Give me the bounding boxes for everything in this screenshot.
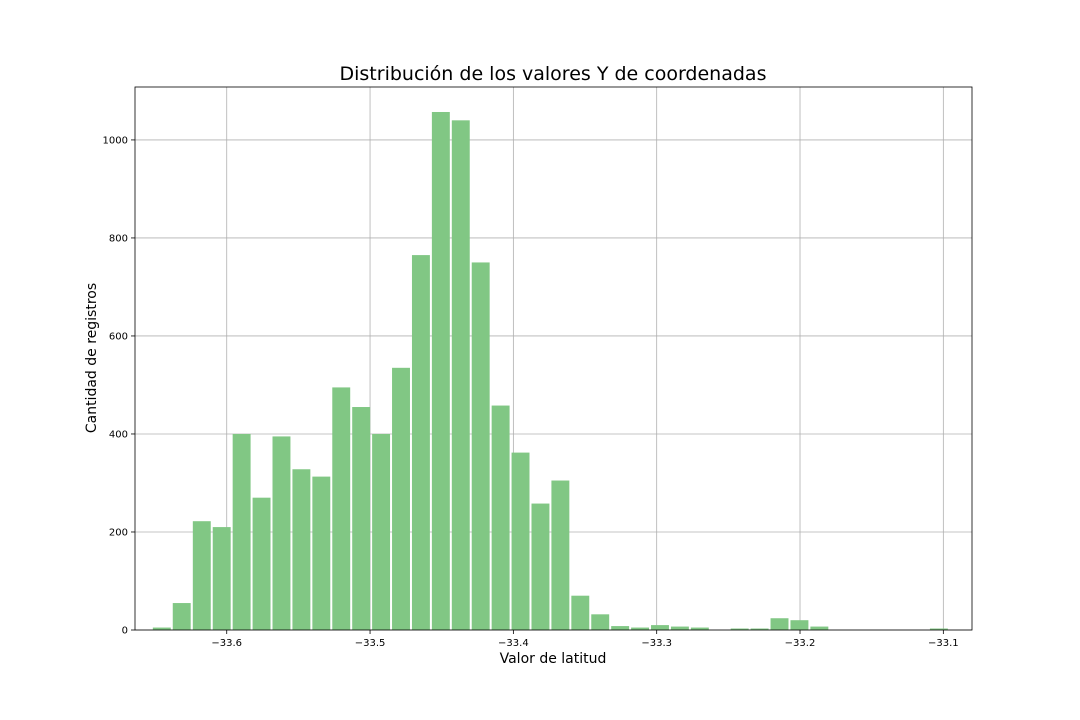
histogram-bar bbox=[690, 627, 709, 630]
histogram-bar bbox=[471, 262, 490, 630]
x-tick-label: −33.1 bbox=[928, 638, 959, 649]
histogram-bar bbox=[352, 407, 371, 630]
histogram-bar bbox=[232, 433, 251, 630]
y-axis-ticks: 0 200 400 600 800 1000 bbox=[103, 135, 135, 637]
histogram-bar bbox=[770, 618, 789, 630]
x-tick-label: −33.5 bbox=[355, 638, 386, 649]
chart-title: Distribución de los valores Y de coorden… bbox=[340, 63, 767, 85]
histogram-bar bbox=[212, 527, 231, 630]
histogram-bar bbox=[810, 626, 829, 630]
histogram-bar bbox=[571, 595, 590, 630]
histogram-bar bbox=[730, 628, 749, 630]
x-tick-label: −33.3 bbox=[641, 638, 672, 649]
histogram-bar bbox=[491, 405, 510, 630]
histogram-bar bbox=[411, 255, 430, 630]
bars bbox=[152, 111, 948, 631]
histogram-bar bbox=[750, 628, 769, 630]
histogram-bar bbox=[272, 436, 291, 630]
x-tick-label: −33.4 bbox=[498, 638, 529, 649]
histogram-bar bbox=[631, 627, 650, 630]
y-tick-label: 800 bbox=[109, 233, 128, 244]
y-axis-label: Cantidad de registros bbox=[84, 283, 100, 433]
histogram-bar bbox=[511, 452, 530, 630]
histogram-bar bbox=[332, 387, 351, 630]
histogram-bar bbox=[531, 503, 550, 630]
y-tick-label: 0 bbox=[122, 626, 128, 637]
histogram-bar bbox=[651, 625, 669, 630]
histogram-bar bbox=[790, 620, 809, 630]
histogram-bar bbox=[451, 120, 470, 630]
histogram-bar bbox=[372, 433, 391, 630]
histogram-bar bbox=[670, 626, 689, 630]
histogram-bar bbox=[192, 521, 211, 630]
histogram-bar bbox=[252, 497, 271, 630]
x-tick-label: −33.2 bbox=[785, 638, 816, 649]
y-tick-label: 600 bbox=[109, 331, 128, 342]
histogram-bar bbox=[611, 626, 630, 630]
histogram-bar bbox=[551, 480, 570, 630]
histogram-bar bbox=[591, 614, 610, 630]
y-tick-label: 400 bbox=[109, 429, 128, 440]
histogram-bar bbox=[431, 111, 450, 631]
histogram-bar bbox=[172, 603, 191, 630]
histogram-bar bbox=[292, 469, 311, 630]
plot-frame bbox=[134, 86, 973, 631]
histogram-bar bbox=[312, 476, 331, 630]
histogram-bar bbox=[392, 367, 410, 630]
y-tick-label: 1000 bbox=[103, 135, 128, 146]
y-tick-label: 200 bbox=[109, 527, 128, 538]
histogram-bar bbox=[929, 628, 948, 630]
x-tick-label: −33.6 bbox=[211, 638, 242, 649]
x-axis-ticks: −33.6 −33.5 −33.4 −33.3 −33.2 −33.1 bbox=[211, 630, 959, 649]
histogram-bar bbox=[152, 627, 171, 630]
x-axis-label: Valor de latitud bbox=[500, 651, 607, 667]
